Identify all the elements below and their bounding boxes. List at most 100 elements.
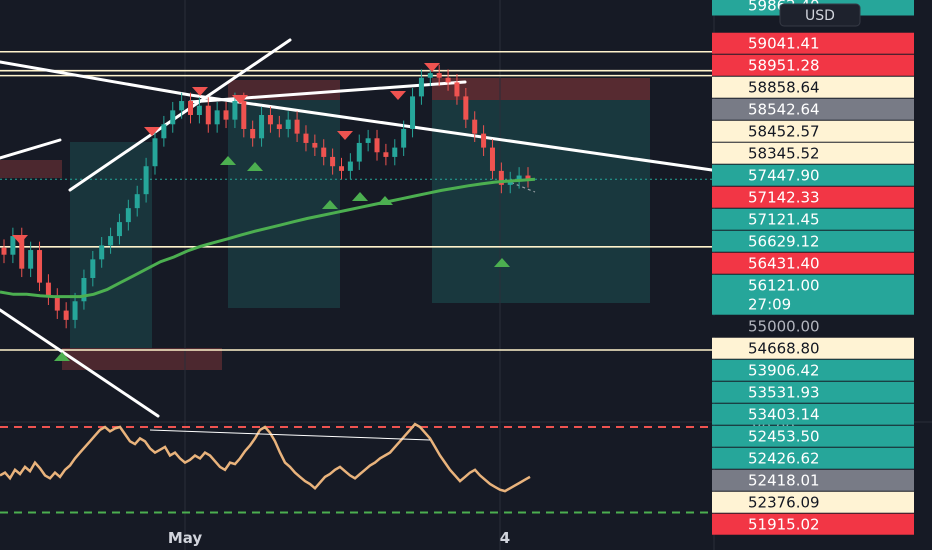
ma-line <box>0 177 536 299</box>
candle-body-37 <box>330 156 336 167</box>
price-tag-5: 58452.57 <box>748 123 820 141</box>
candle-body-39 <box>347 161 353 171</box>
price-tag-bg-3 <box>712 76 914 98</box>
time-axis: May 4 <box>168 529 510 547</box>
trend-line-1 <box>188 93 714 172</box>
osc-line <box>0 422 531 493</box>
zone-0 <box>0 160 62 178</box>
candle-body-25 <box>223 110 229 120</box>
zone-5 <box>432 78 650 100</box>
position-zones <box>0 78 650 370</box>
candle-body-45 <box>401 128 407 148</box>
time-tick-0: May <box>168 529 203 547</box>
candle-body-10 <box>90 259 96 278</box>
price-tag-18: 52453.50 <box>748 428 820 446</box>
price-tag-6: 58345.52 <box>748 145 820 163</box>
price-tag-bg-12 <box>712 274 914 315</box>
candle-body-58 <box>516 175 522 181</box>
price-tag-9: 57121.45 <box>748 211 820 229</box>
candle-body-24 <box>214 110 220 125</box>
candle-body-7 <box>63 310 69 320</box>
candle-body-6 <box>54 296 60 311</box>
price-tag-bg-11 <box>712 252 914 274</box>
candle-body-27 <box>241 101 247 129</box>
buy-marker-4 <box>352 192 368 201</box>
candle-body-3 <box>28 250 34 269</box>
candle-body-14 <box>125 208 131 223</box>
currency-badge[interactable]: USD <box>779 3 861 27</box>
price-tag-10: 56629.12 <box>748 233 820 251</box>
candle-body-8 <box>72 301 78 320</box>
candle-body-13 <box>116 222 122 237</box>
price-tag-bg-15 <box>712 359 914 381</box>
moving-average <box>0 177 536 299</box>
price-tag-1: 59041.41 <box>748 35 820 53</box>
candle-body-18 <box>161 124 167 139</box>
candle-body-53 <box>472 119 478 134</box>
price-tag-3: 58858.64 <box>748 79 820 97</box>
price-tag-bg-14 <box>712 337 914 359</box>
candle-body-59 <box>525 175 531 180</box>
candle-body-1 <box>10 236 16 255</box>
price-tag-4: 58542.64 <box>748 101 820 119</box>
price-tag-bg-16 <box>712 381 914 403</box>
candle-body-19 <box>170 110 176 125</box>
horizontal-levels <box>0 50 712 351</box>
buy-marker-3 <box>322 200 338 209</box>
candle-body-21 <box>188 101 194 116</box>
price-tag-bg-1 <box>712 32 914 54</box>
sell-marker-1 <box>144 127 160 136</box>
price-tag-7: 57447.90 <box>748 167 820 185</box>
candle-body-32 <box>285 119 291 129</box>
candle-body-44 <box>392 147 398 157</box>
candle-body-55 <box>489 147 495 171</box>
candle-body-30 <box>267 115 273 125</box>
price-axis: 59862.4059041.4158951.2858858.6458542.64… <box>712 0 914 535</box>
candle-body-29 <box>259 115 265 139</box>
sell-marker-5 <box>390 91 406 100</box>
candle-body-4 <box>37 250 43 283</box>
candle-body-35 <box>312 142 318 148</box>
candle-body-16 <box>143 166 149 195</box>
candle-body-9 <box>81 277 87 302</box>
price-tag-bg-20 <box>712 469 914 491</box>
candle-body-40 <box>356 142 362 162</box>
candle-body-50 <box>445 77 451 83</box>
candle-body-0 <box>1 247 7 255</box>
trend-line-3 <box>0 308 160 418</box>
price-tag-bg-8 <box>712 186 914 208</box>
price-tag-17: 53403.14 <box>748 406 820 424</box>
candle-body-20 <box>179 101 185 111</box>
price-tag-bg-22 <box>712 513 914 535</box>
price-tag-19: 52426.62 <box>748 450 820 468</box>
sell-marker-6 <box>424 63 440 72</box>
zone-2 <box>62 348 222 370</box>
price-tag-bg-13 <box>712 315 914 337</box>
trend-line-0 <box>0 60 192 97</box>
candle-body-57 <box>507 180 513 185</box>
price-tag-bg-19 <box>712 447 914 469</box>
buy-marker-1 <box>220 156 236 165</box>
price-tag-15: 53906.42 <box>748 362 820 380</box>
zone-4 <box>228 100 340 308</box>
candle-body-34 <box>303 133 309 143</box>
buy-marker-2 <box>247 162 263 171</box>
price-tag-14: 54668.80 <box>748 340 820 358</box>
price-tag-bg-17 <box>712 403 914 425</box>
price-tag-bg-18 <box>712 425 914 447</box>
price-tag-12: 56121.00 <box>748 277 820 295</box>
price-tag-11: 56431.40 <box>748 255 820 273</box>
buy-marker-5 <box>377 196 393 205</box>
candle-body-48 <box>427 73 433 78</box>
candle-body-5 <box>45 282 51 297</box>
trend-line-2 <box>68 38 292 192</box>
zone-6 <box>432 100 650 303</box>
osc-trend-line <box>149 429 431 441</box>
price-tag-16: 53531.93 <box>748 384 820 402</box>
currency-label: USD <box>805 8 835 24</box>
price-tag-bg-5 <box>712 120 914 142</box>
price-tag-bg-7 <box>712 164 914 186</box>
candle-body-33 <box>294 119 300 134</box>
sell-marker-4 <box>337 131 353 140</box>
